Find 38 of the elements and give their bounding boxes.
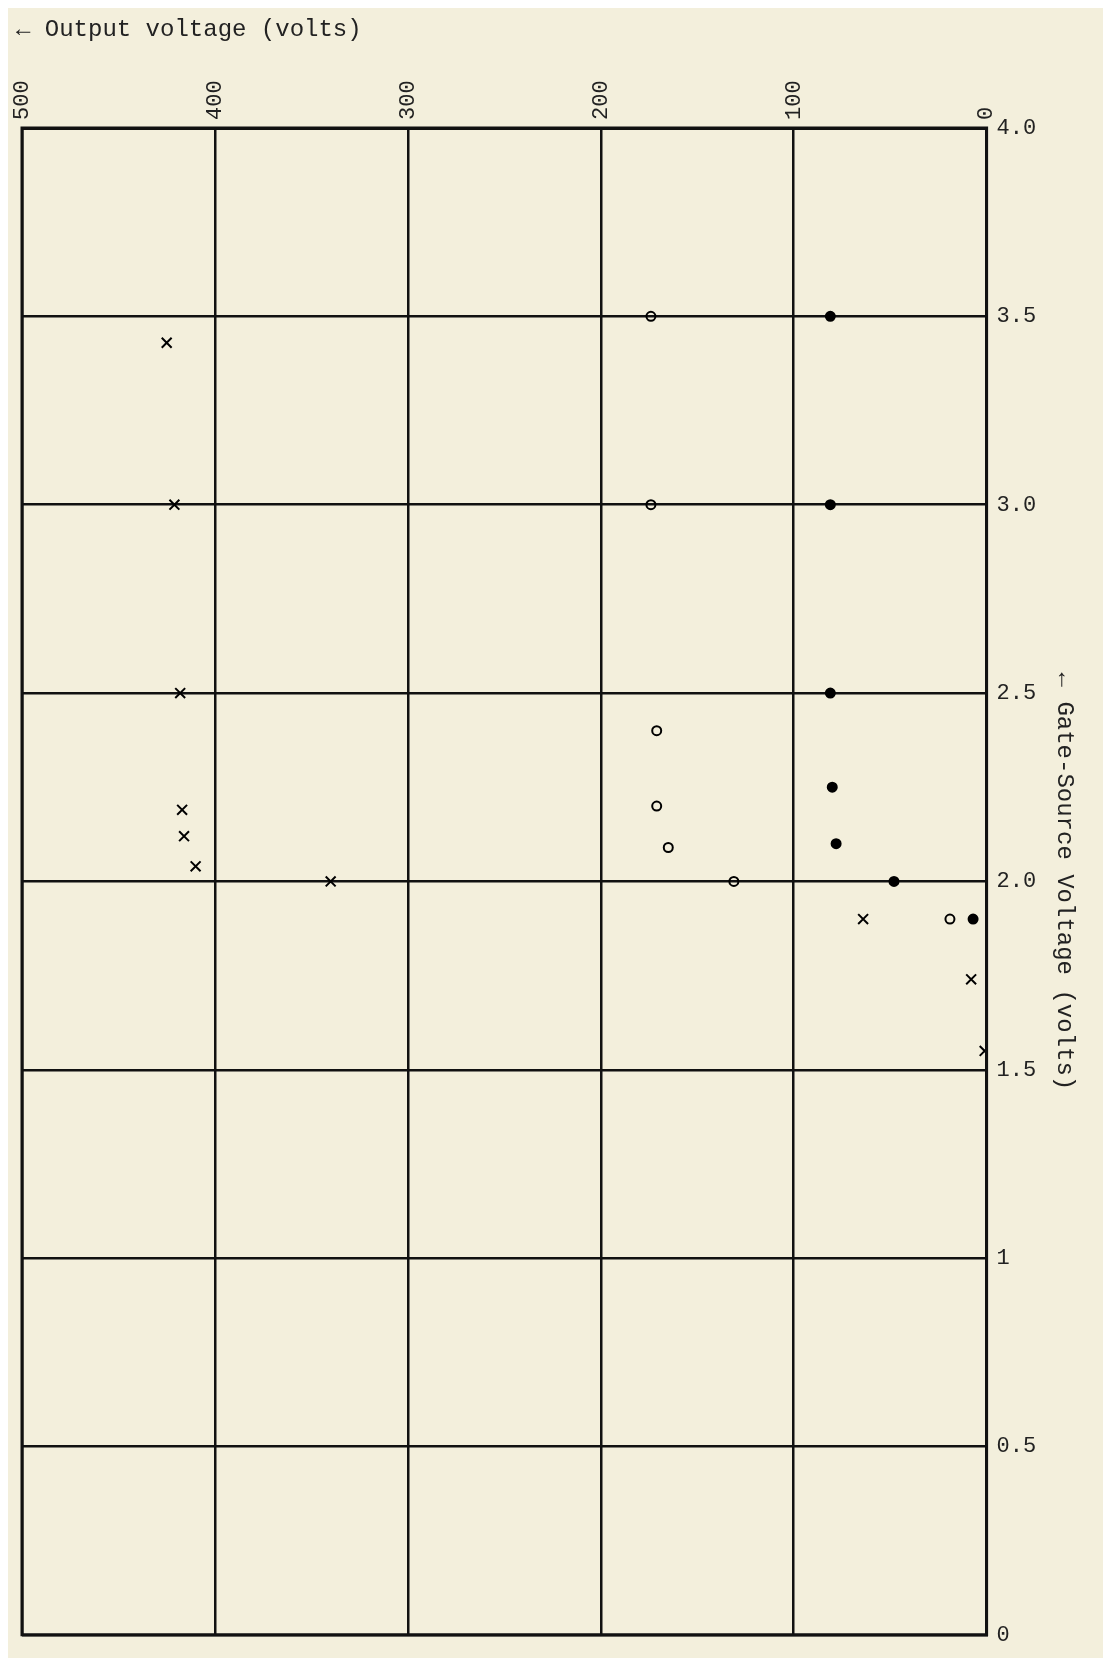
point	[824, 310, 836, 322]
y-tick-label: 1	[996, 1245, 1010, 1271]
y-tick-label: 0.5	[996, 1434, 1037, 1460]
y-tick-label: 2.5	[996, 680, 1037, 706]
y-tick-label: 3.5	[996, 304, 1037, 330]
point	[174, 687, 187, 699]
point	[178, 830, 190, 843]
point	[830, 838, 842, 850]
point	[160, 336, 173, 349]
point	[662, 842, 674, 853]
point	[824, 687, 836, 699]
x-tick-label: 200	[588, 80, 614, 120]
point	[651, 800, 663, 812]
point	[824, 499, 836, 511]
x-tick-label: 100	[781, 80, 807, 120]
point	[888, 875, 900, 887]
point	[728, 875, 740, 887]
point	[645, 310, 657, 322]
point	[324, 875, 337, 888]
x-axis-title: ← Output voltage (volts)	[16, 16, 362, 44]
point	[826, 781, 838, 793]
y-tick-label: 1.5	[996, 1057, 1037, 1083]
point	[168, 498, 181, 511]
y-axis-title: ← Gate-Source Voltage (volts)	[1051, 672, 1079, 1091]
x-tick-label: 500	[9, 80, 35, 120]
point	[176, 803, 189, 816]
point	[944, 913, 956, 925]
y-tick-label: 0	[996, 1622, 1010, 1648]
point	[651, 725, 663, 737]
y-tick-label: 3.0	[996, 492, 1037, 518]
point	[965, 973, 978, 986]
x-tick-label: 400	[202, 80, 228, 120]
y-tick-label: 2.0	[996, 869, 1037, 895]
point	[189, 860, 202, 873]
point	[645, 499, 657, 511]
point	[967, 913, 979, 925]
x-tick-label: 300	[395, 80, 421, 120]
point	[857, 913, 870, 926]
